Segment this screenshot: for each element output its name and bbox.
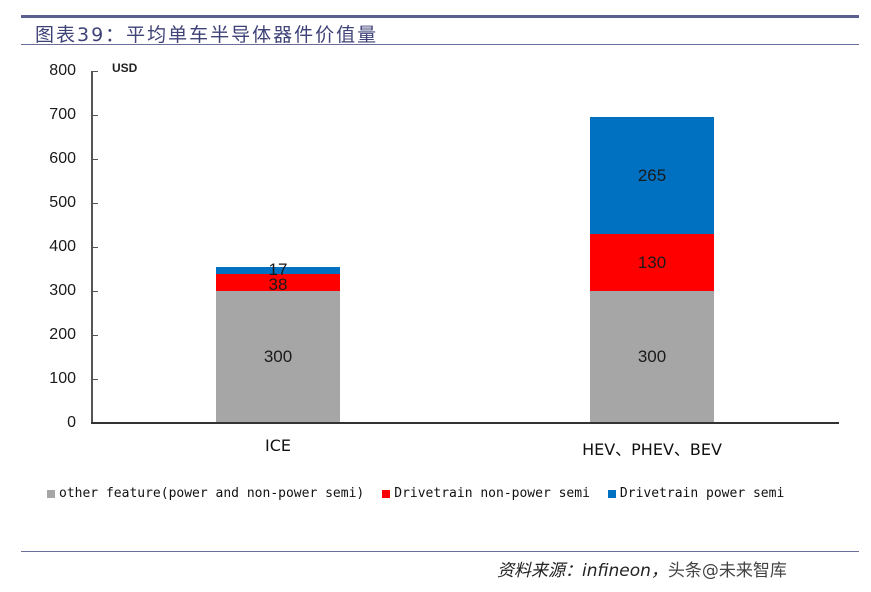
- data-label: 38: [268, 274, 288, 294]
- y-tick-label: 0: [67, 414, 76, 431]
- legend-label: other feature(power and non-power semi): [59, 486, 365, 501]
- legend-swatch-icon: [382, 489, 391, 498]
- data-label: 300: [263, 347, 293, 366]
- x-axis-line: [91, 422, 839, 424]
- y-tick-mark: [93, 291, 98, 292]
- watermark-text: 头条@未来智库: [667, 561, 787, 581]
- y-tick-label: 300: [49, 282, 76, 299]
- bar-segment-other-feature: 300: [216, 291, 340, 423]
- bar-ice: 300 38 17: [216, 260, 340, 423]
- y-tick-label: 700: [49, 106, 76, 123]
- y-tick-mark: [93, 335, 98, 336]
- bar-hev-phev-bev: 300 130 265: [590, 117, 714, 423]
- x-category-label: HEV、PHEV、BEV: [582, 440, 722, 459]
- y-tick-mark: [93, 115, 98, 116]
- y-tick-mark: [93, 71, 98, 72]
- bar-segment-drivetrain-power: 265: [590, 117, 714, 234]
- bar-segment-drivetrain-power: 17: [216, 260, 340, 279]
- y-tick-mark: [93, 203, 98, 204]
- data-label: 17: [268, 259, 288, 279]
- source-note: 资料来源：infineon，头条@未来智库: [497, 556, 787, 581]
- y-tick-label: 100: [49, 370, 76, 387]
- source-text: 资料来源：infineon，: [497, 561, 668, 581]
- y-tick-label: 400: [49, 238, 76, 255]
- y-tick-label: 800: [49, 62, 76, 79]
- y-tick-mark: [93, 379, 98, 380]
- chart-title: 图表39：平均单车半导体器件价值量: [35, 24, 379, 46]
- title-bottom-rule: [21, 44, 859, 45]
- data-label: 265: [637, 165, 667, 185]
- legend-label: Drivetrain power semi: [619, 486, 785, 501]
- y-axis-unit: USD: [112, 61, 138, 75]
- title-top-rule: [21, 15, 859, 18]
- legend: other feature(power and non-power semi) …: [47, 486, 802, 501]
- legend-item-other-feature: other feature(power and non-power semi): [47, 486, 364, 501]
- y-tick-label: 500: [49, 194, 76, 211]
- legend-label: Drivetrain non-power semi: [394, 486, 590, 501]
- y-tick-mark: [93, 247, 98, 248]
- bar-segment-other-feature: 300: [590, 291, 714, 423]
- bar-segment-drivetrain-non-power: 38: [216, 274, 340, 294]
- legend-swatch-icon: [607, 489, 616, 498]
- y-axis-line: [91, 71, 93, 423]
- legend-swatch-icon: [47, 489, 55, 498]
- y-tick-mark: [93, 159, 98, 160]
- legend-item-drivetrain-non-power: Drivetrain non-power semi: [382, 486, 590, 501]
- y-tick-label: 600: [49, 150, 76, 167]
- data-label: 130: [637, 252, 667, 272]
- y-tick-label: 200: [49, 326, 76, 343]
- bar-segment-drivetrain-non-power: 130: [590, 234, 714, 291]
- data-label: 300: [637, 347, 667, 366]
- stacked-bar-chart: USD 800 700 600 500 400 300 200 100 0 30…: [47, 61, 839, 501]
- footer-rule: [21, 551, 859, 552]
- x-category-label: ICE: [265, 436, 291, 455]
- legend-item-drivetrain-power: Drivetrain power semi: [607, 486, 785, 501]
